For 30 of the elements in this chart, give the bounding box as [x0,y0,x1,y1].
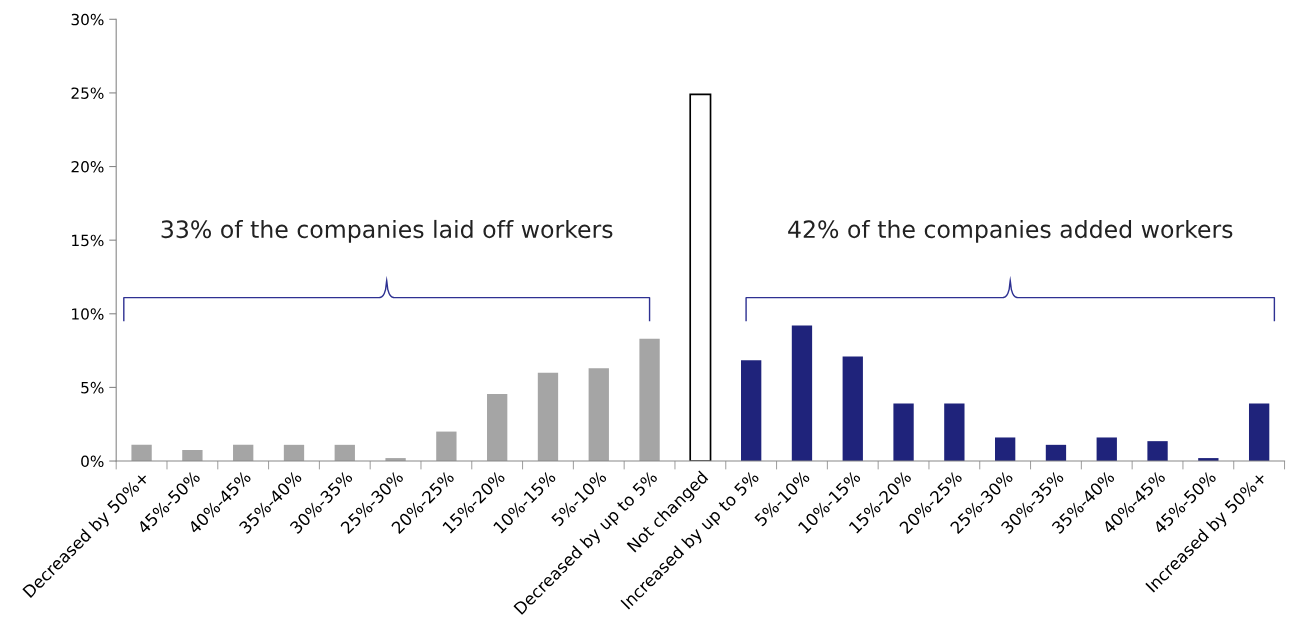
bar [283,444,305,462]
bar [537,372,559,462]
bar [131,444,152,462]
bar [1147,441,1168,462]
bar [995,437,1016,462]
y-tick-label: 25% [71,87,104,99]
y-tick-label: 10% [72,308,104,320]
bar [842,356,863,462]
y-tick-label: 0% [81,455,104,468]
y-tick-label: 20% [71,161,104,173]
bar [182,449,203,462]
bar [334,444,355,462]
bar [944,403,965,462]
bar [588,368,609,462]
bar [487,394,508,462]
bar [436,431,457,462]
bar [639,338,660,462]
bar [791,325,813,462]
bar [893,403,914,462]
annotation: 42% of the companies added workers [788,219,1233,243]
y-tick-label: 5% [81,381,104,394]
bar [1248,403,1270,462]
bar [1045,444,1067,462]
y-tick-label: 30% [71,13,104,26]
y-tick-label: 15% [72,234,104,247]
bar [233,444,254,462]
bar [741,360,762,462]
bar [1096,437,1117,462]
bar [689,93,712,462]
annotation: 33% of the companies laid off workers [161,219,613,243]
